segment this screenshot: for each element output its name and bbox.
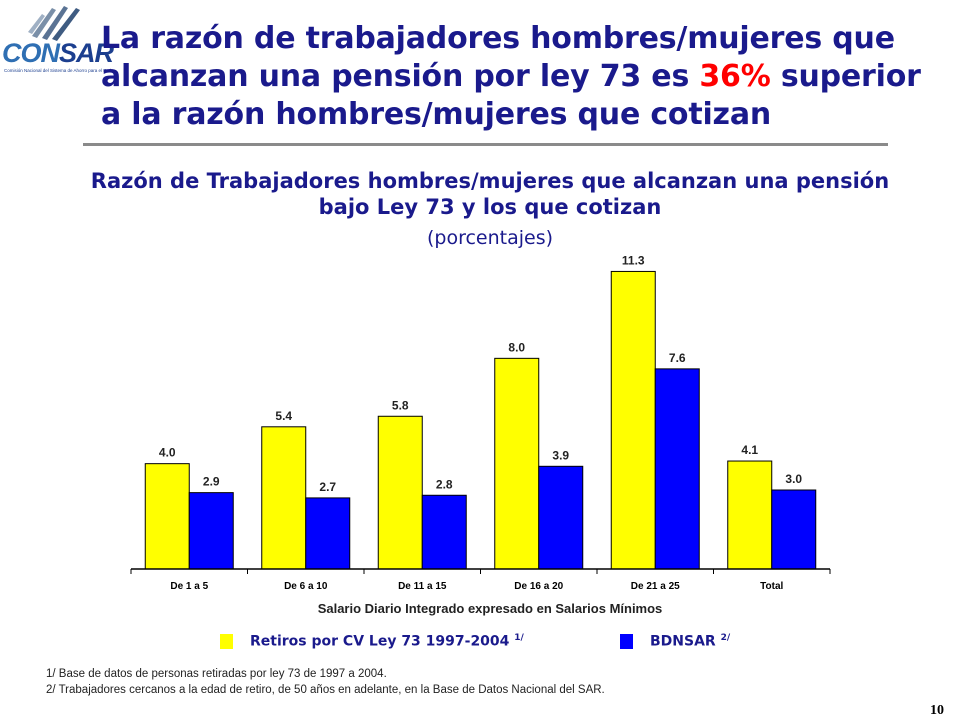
bar-bdnsar-5 [771, 489, 817, 570]
data-label-bdnsar-0: 2.9 [203, 475, 220, 489]
page-headline: La razón de trabajadores hombres/mujeres… [101, 20, 941, 134]
headline-text-before: La razón de trabajadores hombres/mujeres… [101, 21, 895, 94]
x-axis-label: Salario Diario Integrado expresado en Sa… [317, 601, 663, 616]
x-tick-label-1: De 6 a 10 [284, 581, 328, 592]
bar-retiros-5 [727, 460, 773, 570]
data-label-bdnsar-5: 3.0 [785, 472, 802, 486]
data-label-bdnsar-4: 7.6 [669, 351, 686, 365]
x-tick-label-4: De 21 a 25 [631, 581, 680, 592]
x-tick-label-3: De 16 a 20 [514, 581, 563, 592]
bar-retiros-2 [377, 415, 423, 570]
footnote-1: 1/ Base de datos de personas retiradas p… [46, 668, 387, 680]
data-label-retiros-5: 4.1 [741, 443, 758, 457]
chart-title: Razón de Trabajadores hombres/mujeres qu… [90, 169, 890, 219]
data-label-retiros-4: 11.3 [622, 253, 645, 267]
data-label-bdnsar-3: 3.9 [552, 448, 569, 462]
legend-swatch-series-2 [620, 633, 633, 649]
page-number: 10 [930, 703, 944, 718]
consar-logo-mark [28, 6, 80, 41]
header-divider [83, 143, 888, 146]
data-label-bdnsar-2: 2.8 [436, 477, 453, 491]
data-label-retiros-2: 5.8 [392, 398, 409, 412]
bar-retiros-0 [144, 463, 190, 570]
chart-subtitle: (porcentajes) [426, 227, 554, 249]
bar-bdnsar-3 [538, 465, 584, 570]
data-label-retiros-3: 8.0 [508, 340, 525, 354]
footnote-2: 2/ Trabajadores cercanos a la edad de re… [46, 684, 605, 696]
headline-text-after: superior a la razón hombres/mujeres que … [101, 59, 921, 132]
x-tick-label-0: De 1 a 5 [170, 581, 208, 592]
legend-swatch-series-1 [220, 633, 233, 649]
bar-retiros-4 [610, 270, 656, 570]
data-label-retiros-1: 5.4 [275, 409, 292, 423]
data-label-bdnsar-1: 2.7 [319, 480, 336, 494]
bar-bdnsar-1 [305, 497, 351, 570]
bar-retiros-1 [261, 426, 307, 570]
legend-label-series-1: Retiros por CV Ley 73 1997-2004 1/ [250, 632, 524, 650]
legend-item-series-1: Retiros por CV Ley 73 1997-2004 1/ [220, 633, 524, 649]
bar-retiros-3 [494, 357, 540, 570]
legend-item-series-2: BDNSAR 2/ [620, 633, 730, 649]
x-tick-label-2: De 11 a 15 [398, 581, 447, 592]
logo-tagline: Comisión Nacional del Sistema de Ahorro … [4, 68, 116, 73]
data-label-retiros-0: 4.0 [159, 446, 176, 460]
bar-bdnsar-4 [654, 368, 700, 570]
consar-logo: CONSAR Comisión Nacional del Sistema de … [2, 2, 115, 80]
x-tick-label-5: Total [760, 581, 783, 592]
bar-bdnsar-0 [188, 492, 234, 570]
legend-label-series-2: BDNSAR 2/ [650, 632, 731, 650]
bar-bdnsar-2 [421, 494, 467, 570]
headline-highlight: 36% [699, 59, 771, 94]
logo-wordmark: CONSAR [2, 38, 114, 68]
